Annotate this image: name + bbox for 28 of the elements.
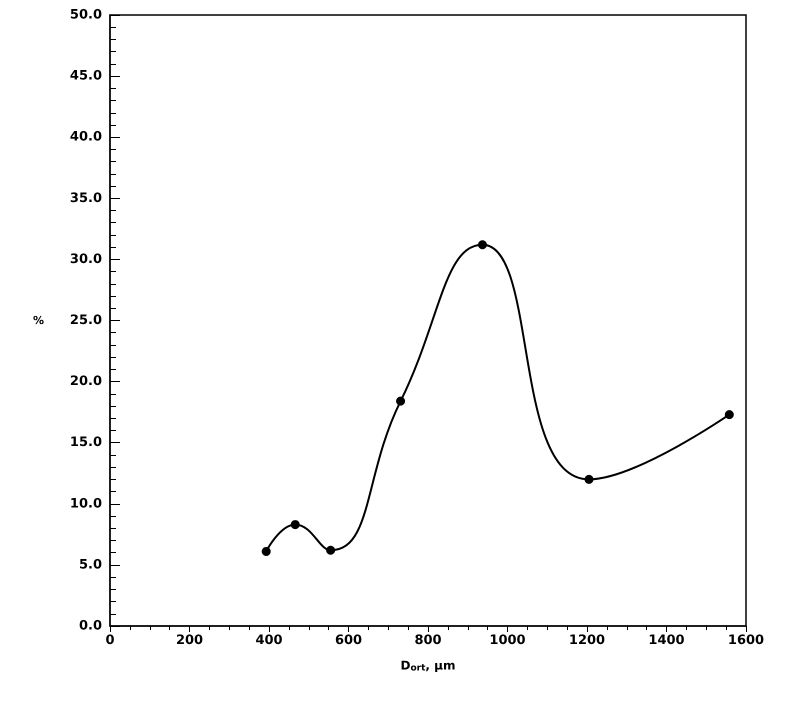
x-tick-label: 800 — [414, 633, 442, 648]
point — [396, 396, 406, 406]
point — [478, 240, 487, 250]
x-tick-label: 600 — [334, 633, 362, 648]
x-tick-label: 0 — [105, 633, 115, 648]
y-tick-label: 5.0 — [78, 557, 102, 572]
point — [326, 546, 336, 555]
y-tick-label: 20.0 — [70, 374, 102, 390]
x-tick-label: 1000 — [489, 633, 526, 648]
point — [262, 546, 271, 556]
point — [584, 474, 594, 484]
y-tick-label: 10.0 — [70, 496, 102, 512]
y-tick-label: 50.0 — [70, 8, 102, 22]
x-tick-label: 200 — [176, 633, 204, 648]
point — [724, 410, 734, 420]
y-tick-label: 0.0 — [78, 618, 102, 634]
x-tick-label: 400 — [255, 633, 283, 648]
x-tick-label: 1600 — [728, 633, 764, 648]
y-tick-label: 35.0 — [70, 190, 102, 206]
y-tick-label: 45.0 — [70, 68, 102, 84]
y-axis-title: % — [32, 314, 44, 327]
point — [290, 520, 300, 530]
y-tick-label: 40.0 — [70, 130, 102, 145]
x-tick-label: 1400 — [648, 633, 685, 648]
y-tick-label: 15.0 — [70, 435, 102, 450]
x-tick-label: 1200 — [568, 633, 606, 648]
y-tick-label: 25.0 — [70, 313, 102, 328]
y-tick-label: 30.0 — [70, 252, 102, 267]
